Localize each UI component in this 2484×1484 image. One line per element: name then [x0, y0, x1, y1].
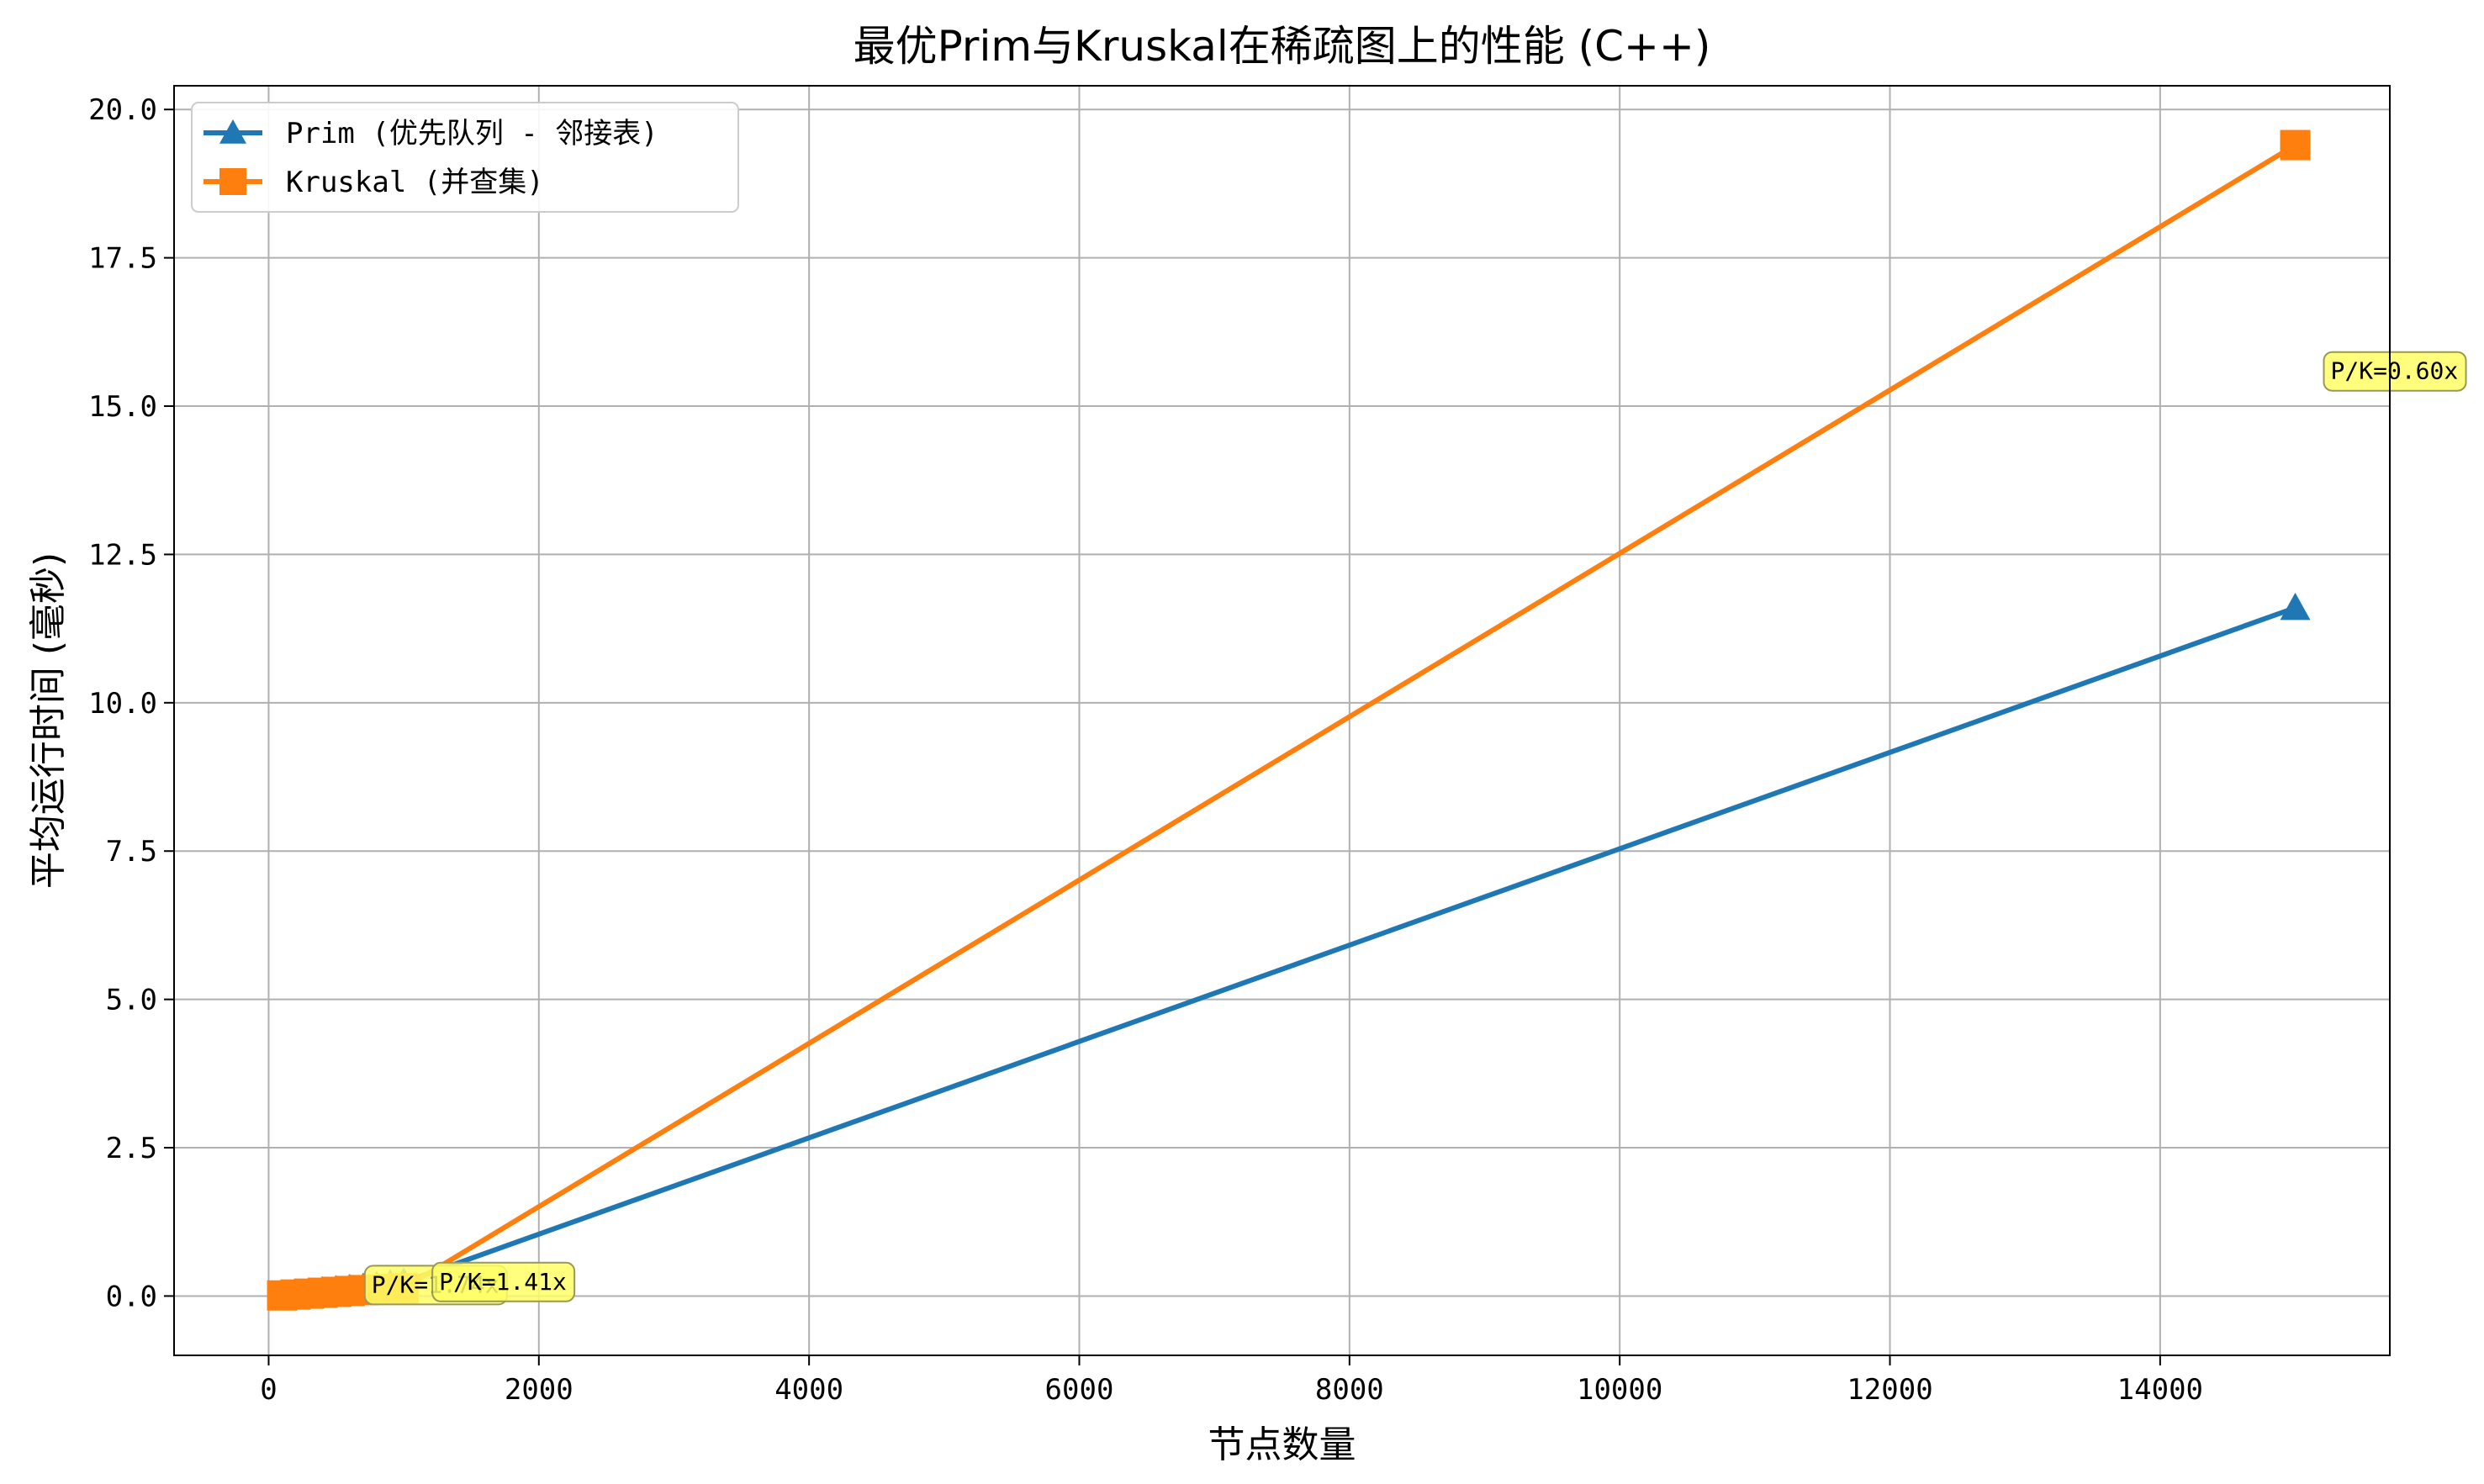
series-kruskal: [267, 129, 2311, 1311]
y-tick-label: 7.5: [106, 835, 157, 869]
legend: Prim (优先队列 - 邻接表) Kruskal (并查集): [191, 102, 739, 213]
y-tick-label: 12.5: [88, 538, 157, 572]
x-tick-label: 14000: [2117, 1373, 2203, 1407]
x-tick-label: 6000: [1045, 1373, 1114, 1407]
y-axis-label: 平均运行时间 (毫秒): [27, 552, 70, 889]
grid: [174, 86, 2390, 1355]
y-tick-label: 10.0: [88, 687, 157, 721]
legend-label: Prim (优先队列 - 邻接表): [286, 117, 658, 151]
legend-swatch-marker: [219, 119, 246, 144]
legend-box: [191, 102, 739, 213]
x-tick-label: 8000: [1315, 1373, 1384, 1407]
y-tick-label: 0.0: [106, 1280, 157, 1313]
legend-label: Kruskal (并查集): [286, 166, 544, 199]
x-tick-label: 12000: [1847, 1373, 1932, 1407]
series-line: [282, 142, 2297, 1298]
x-tick-label: 4000: [774, 1373, 843, 1407]
annotation-label: P/K=1.41x: [431, 1261, 576, 1302]
annotation-text: P/K=1.41x: [439, 1268, 567, 1296]
annotation-text: P/K=0.60x: [2331, 357, 2459, 385]
legend-entry: Prim (优先队列 - 邻接表): [203, 117, 658, 151]
y-tick-label: 17.5: [88, 242, 157, 276]
y-tick-label: 2.5: [106, 1132, 157, 1165]
x-tick-label: 10000: [1577, 1373, 1662, 1407]
data-point: [2280, 129, 2311, 161]
annotation-box: [2323, 351, 2467, 392]
y-tick-label: 20.0: [88, 93, 157, 127]
series-layer: [267, 129, 2311, 1311]
annotation-label: P/K=0.60x: [2323, 351, 2467, 392]
y-tick-label: 5.0: [106, 984, 157, 1017]
plot-frame: [173, 85, 2391, 1356]
x-axis-label: 节点数量: [1208, 1423, 1356, 1466]
y-tick-label: 15.0: [88, 390, 157, 424]
axis-ticks: 0 2000 4000 6000 8000 10000 12000 14000 0.0 2.5 5.…: [88, 93, 2203, 1407]
chart-title: 最优Prim与Kruskal在稀疏图上的性能 (C++): [854, 22, 1711, 71]
data-point: [2280, 592, 2311, 621]
x-tick-label: 2000: [505, 1373, 573, 1407]
series-line: [282, 605, 2296, 1298]
legend-swatch-marker: [219, 168, 246, 195]
x-tick-label: 0: [260, 1373, 277, 1407]
series-prim: [267, 592, 2311, 1307]
legend-entry: Kruskal (并查集): [203, 166, 544, 199]
annotation-box: [431, 1261, 576, 1302]
